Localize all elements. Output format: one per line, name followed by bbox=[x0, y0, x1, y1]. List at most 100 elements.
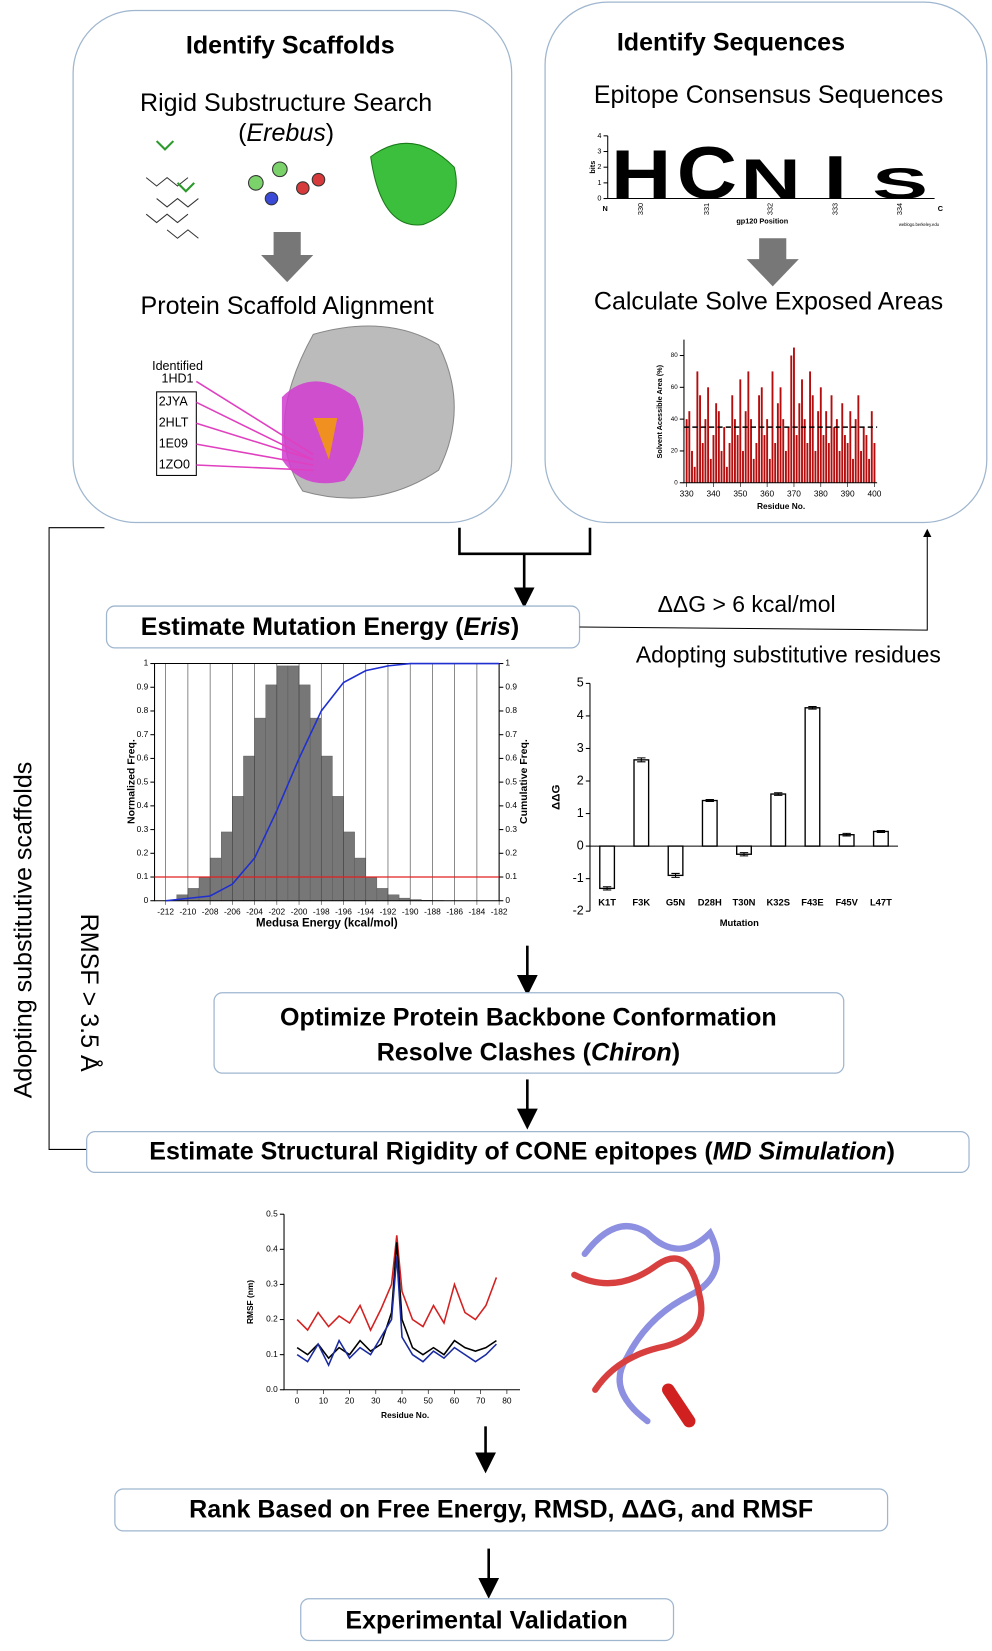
axis-title: gp120 Position bbox=[736, 216, 788, 225]
feedback-line bbox=[48, 527, 105, 1150]
step-label: Calculate Solve Exposed Areas bbox=[594, 288, 943, 316]
bar bbox=[599, 845, 616, 890]
bar bbox=[804, 707, 821, 847]
text-part: Estimate Mutation Energy ( bbox=[141, 613, 464, 641]
y-tick-label: 2 bbox=[577, 773, 584, 787]
step-label: Epitope Consensus Sequences bbox=[594, 81, 943, 109]
x-tick-label: 370 bbox=[787, 488, 801, 498]
bar bbox=[755, 442, 758, 483]
bar bbox=[798, 403, 801, 483]
text-part: Chiron bbox=[591, 1038, 672, 1066]
feedback-line bbox=[579, 528, 932, 631]
bar bbox=[736, 435, 739, 483]
axis-title: Solvent Acessible Area (%) bbox=[655, 364, 664, 458]
x-tick-label: K1T bbox=[598, 896, 616, 907]
y-tick-label: 60 bbox=[671, 384, 678, 391]
bar bbox=[752, 458, 755, 483]
axis-title: Residue No. bbox=[381, 1410, 429, 1420]
bar bbox=[354, 857, 366, 901]
bar bbox=[803, 419, 806, 483]
y-tick-label: 1 bbox=[144, 658, 149, 668]
step-label: Estimate Mutation Energy (Eris) bbox=[141, 613, 519, 641]
bar bbox=[868, 458, 871, 483]
text-part: MD Simulation bbox=[713, 1137, 887, 1165]
bar bbox=[387, 894, 400, 901]
y-tick-label: 0.2 bbox=[266, 1314, 278, 1324]
x-tick-label: -206 bbox=[224, 906, 241, 916]
x-tick-label: 390 bbox=[841, 488, 855, 498]
bar bbox=[739, 379, 742, 483]
bar bbox=[667, 845, 684, 877]
gray-arrow bbox=[261, 231, 314, 283]
y-tick-label: 0 bbox=[674, 479, 678, 486]
x-tick-label: F45V bbox=[835, 896, 858, 907]
panel-title: Identify Scaffolds bbox=[186, 32, 395, 60]
y-tick-label: 0.3 bbox=[266, 1279, 278, 1289]
x-tick-label: L47T bbox=[870, 896, 892, 907]
x-tick-label: -182 bbox=[491, 906, 508, 916]
bar bbox=[688, 411, 691, 483]
bar bbox=[779, 387, 782, 483]
y-tick-label: 0.4 bbox=[137, 800, 149, 810]
text-part: ) bbox=[887, 1137, 895, 1165]
x-tick-label: 330 bbox=[636, 203, 645, 215]
bar bbox=[298, 684, 311, 901]
protein-structure bbox=[195, 325, 455, 499]
step-label: Optimize Protein Backbone Conformation bbox=[280, 1003, 777, 1031]
x-tick-label: 334 bbox=[895, 203, 904, 215]
bar bbox=[819, 387, 822, 483]
bar bbox=[365, 876, 378, 901]
error-bar bbox=[637, 757, 646, 763]
y-tick-label: 0.2 bbox=[137, 847, 149, 857]
bar bbox=[744, 411, 747, 483]
x-tick-label: 50 bbox=[424, 1395, 434, 1405]
y-tick-label: 80 bbox=[671, 352, 678, 359]
y-tick-label: 0.9 bbox=[505, 681, 517, 691]
x-tick-label: 80 bbox=[502, 1395, 512, 1405]
terminus: C bbox=[938, 204, 944, 213]
bar bbox=[806, 442, 809, 483]
bar bbox=[811, 395, 814, 483]
bar bbox=[872, 830, 889, 847]
y-tick-label: 0.8 bbox=[137, 705, 149, 715]
x-tick-label: -198 bbox=[313, 906, 330, 916]
bar bbox=[742, 450, 744, 483]
bar bbox=[870, 411, 873, 483]
data-line bbox=[296, 1256, 497, 1368]
step-label: Resolve Clashes (Chiron) bbox=[377, 1038, 680, 1066]
bar bbox=[774, 442, 777, 483]
x-tick-label: 350 bbox=[733, 488, 747, 498]
step-box bbox=[300, 1598, 675, 1642]
bar bbox=[833, 427, 836, 483]
x-tick-label: -186 bbox=[446, 906, 463, 916]
bar bbox=[787, 427, 790, 483]
bar bbox=[343, 831, 355, 901]
bar bbox=[633, 759, 650, 847]
scaffold-id: 1HD1 bbox=[162, 372, 194, 386]
protein-ribbon bbox=[571, 1222, 721, 1428]
y-tick-label: 0.5 bbox=[266, 1208, 278, 1218]
bar bbox=[873, 442, 876, 483]
x-tick-label: -212 bbox=[157, 906, 174, 916]
bar bbox=[827, 442, 830, 483]
y-tick-label: 40 bbox=[671, 416, 678, 423]
x-tick-label: 331 bbox=[702, 203, 711, 215]
y-tick-label: 0.0 bbox=[266, 1384, 278, 1394]
bar bbox=[321, 755, 333, 901]
bar bbox=[701, 442, 704, 483]
y-tick-label: 0 bbox=[144, 895, 149, 905]
x-tick-label: 60 bbox=[450, 1395, 460, 1405]
error-bar bbox=[842, 832, 851, 837]
feedback-label: Adopting substitutive scaffolds bbox=[10, 762, 38, 1099]
y-tick-label: 1 bbox=[597, 178, 601, 187]
x-tick-label: -190 bbox=[402, 906, 419, 916]
y-tick-label: 0.1 bbox=[137, 871, 149, 881]
step-label: Rigid Substructure Search bbox=[140, 89, 432, 117]
step-box bbox=[114, 1488, 889, 1532]
tool-label: (Erebus) bbox=[238, 118, 334, 146]
bar bbox=[790, 355, 793, 483]
bar bbox=[723, 427, 726, 483]
y-tick-label: 4 bbox=[597, 131, 601, 140]
bar bbox=[838, 450, 841, 483]
x-tick-label: K32S bbox=[766, 896, 789, 907]
